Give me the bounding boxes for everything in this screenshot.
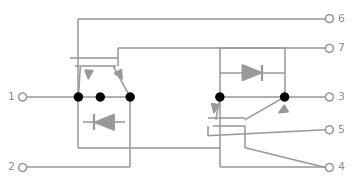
Circle shape [281,93,289,101]
Text: 4: 4 [337,163,345,173]
Circle shape [96,93,104,101]
Text: 2: 2 [8,163,15,173]
Text: 5: 5 [337,125,344,135]
Polygon shape [279,105,288,113]
Circle shape [216,93,224,101]
Circle shape [126,93,134,101]
Polygon shape [211,103,219,113]
Polygon shape [115,69,122,79]
Polygon shape [85,70,93,79]
Text: 1: 1 [8,92,15,102]
Text: 6: 6 [337,14,344,24]
Polygon shape [94,114,114,130]
Circle shape [74,93,82,101]
Text: 7: 7 [337,43,345,53]
Polygon shape [242,65,262,81]
Text: 3: 3 [337,92,344,102]
